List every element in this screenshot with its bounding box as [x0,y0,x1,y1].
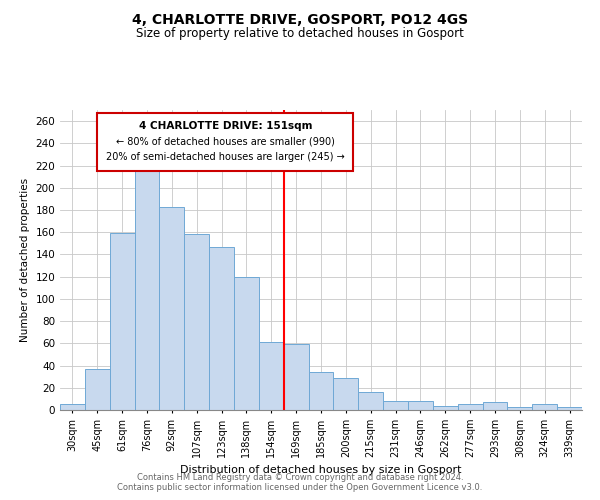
Text: 4 CHARLOTTE DRIVE: 151sqm: 4 CHARLOTTE DRIVE: 151sqm [139,120,312,130]
Text: Contains HM Land Registry data © Crown copyright and database right 2024.: Contains HM Land Registry data © Crown c… [137,474,463,482]
Bar [408,401,433,410]
Text: 20% of semi-detached houses are larger (245) →: 20% of semi-detached houses are larger (… [106,152,344,162]
Y-axis label: Number of detached properties: Number of detached properties [20,178,30,342]
Bar [508,406,532,410]
Bar [334,378,358,410]
Bar [358,392,383,410]
Bar [209,246,234,410]
Bar [234,276,259,410]
X-axis label: Distribution of detached houses by size in Gosport: Distribution of detached houses by size … [180,466,462,475]
Text: Contains public sector information licensed under the Open Government Licence v3: Contains public sector information licen… [118,484,482,492]
Bar [110,234,134,410]
Text: Size of property relative to detached houses in Gosport: Size of property relative to detached ho… [136,28,464,40]
Text: ← 80% of detached houses are smaller (990): ← 80% of detached houses are smaller (99… [116,136,335,146]
Bar [308,372,334,410]
Text: 4, CHARLOTTE DRIVE, GOSPORT, PO12 4GS: 4, CHARLOTTE DRIVE, GOSPORT, PO12 4GS [132,12,468,26]
FancyBboxPatch shape [97,114,353,171]
Bar [284,344,308,410]
Bar [482,402,508,410]
Bar [60,404,85,410]
Bar [433,406,458,410]
Bar [160,206,184,410]
Bar [557,406,582,410]
Bar [85,369,110,410]
Bar [532,404,557,410]
Bar [259,342,284,410]
Bar [458,404,482,410]
Bar [383,401,408,410]
Bar [184,234,209,410]
Bar [134,166,160,410]
